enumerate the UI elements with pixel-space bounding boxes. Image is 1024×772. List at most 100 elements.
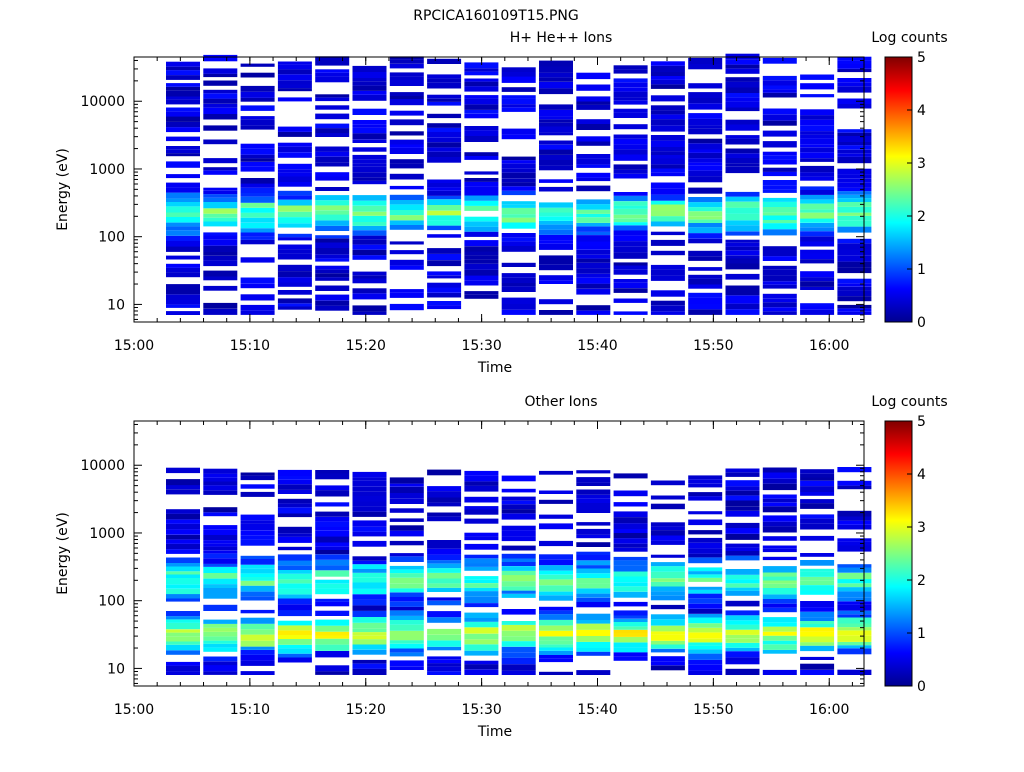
- heatmap-cell: [725, 220, 760, 226]
- heatmap-cell: [277, 498, 312, 504]
- heatmap-cell: [539, 490, 573, 494]
- heatmap-cell: [762, 548, 797, 553]
- heatmap-cell: [389, 144, 424, 148]
- heatmap-cell: [762, 298, 797, 303]
- heatmap-cell: [650, 210, 685, 217]
- heatmap-cell: [613, 582, 648, 587]
- y-tick-label: 1000: [89, 162, 125, 178]
- heatmap-cell: [837, 86, 872, 93]
- heatmap-cell: [166, 146, 200, 150]
- heatmap-cell: [427, 82, 462, 89]
- heatmap-cell: [240, 148, 275, 155]
- heatmap-cell: [800, 212, 835, 219]
- heatmap-cell: [166, 594, 200, 599]
- heatmap-cell: [277, 583, 312, 589]
- heatmap-cell: [688, 143, 723, 150]
- heatmap-cell: [576, 310, 611, 315]
- heatmap-cell: [762, 307, 797, 312]
- heatmap-cell: [501, 530, 536, 537]
- heatmap-cell: [650, 65, 685, 72]
- heatmap-cell: [688, 211, 723, 217]
- heatmap-cell: [837, 311, 872, 315]
- heatmap-cell: [650, 305, 685, 312]
- heatmap-cell: [427, 220, 462, 226]
- heatmap-cell: [576, 124, 611, 130]
- heatmap-cell: [688, 149, 723, 153]
- heatmap-cell: [389, 59, 424, 64]
- heatmap-cell: [166, 650, 200, 655]
- heatmap-cell: [166, 212, 200, 217]
- heatmap-cell: [203, 481, 238, 486]
- heatmap-cell: [464, 156, 499, 160]
- heatmap-cell: [762, 189, 797, 193]
- heatmap-cell: [203, 208, 238, 214]
- heatmap-cell: [203, 578, 238, 584]
- heatmap-cell: [352, 480, 387, 487]
- heatmap-cell: [613, 618, 648, 622]
- heatmap-cell: [501, 590, 536, 594]
- heatmap-cell: [576, 96, 611, 102]
- heatmap-cell: [576, 670, 611, 675]
- heatmap-cell: [613, 529, 648, 533]
- heatmap-cell: [352, 235, 387, 240]
- heatmap-cell: [277, 298, 312, 304]
- heatmap-cell: [762, 472, 797, 479]
- heatmap-cell: [762, 197, 797, 202]
- heatmap-cell: [650, 480, 685, 486]
- heatmap-cell: [762, 302, 797, 308]
- heatmap-cell: [650, 140, 685, 147]
- heatmap-cell: [501, 156, 536, 161]
- heatmap-cell: [650, 661, 685, 666]
- heatmap-cell: [352, 72, 387, 78]
- heatmap-cell: [166, 96, 200, 100]
- heatmap-cell: [315, 133, 350, 137]
- heatmap-cell: [240, 520, 275, 524]
- heatmap-cell: [203, 187, 238, 191]
- heatmap-cell: [166, 549, 200, 554]
- heatmap-cell: [427, 469, 462, 476]
- heatmap-cell: [277, 306, 312, 310]
- heatmap-cell: [725, 543, 760, 548]
- heatmap-cell: [613, 652, 648, 657]
- heatmap-cell: [725, 486, 760, 491]
- heatmap-cell: [800, 499, 835, 504]
- heatmap-cell: [688, 577, 723, 582]
- heatmap-cell: [315, 644, 350, 651]
- heatmap-cell: [576, 268, 611, 274]
- heatmap-cell: [240, 310, 275, 315]
- heatmap-cell: [389, 601, 424, 607]
- heatmap-cell: [464, 98, 499, 105]
- heatmap-cell: [277, 507, 312, 514]
- heatmap-cell: [352, 211, 387, 216]
- heatmap-cell: [539, 614, 573, 620]
- heatmap-cell: [539, 179, 573, 183]
- heatmap-cell: [539, 122, 573, 127]
- heatmap-cell: [762, 502, 797, 507]
- heatmap-cell: [800, 165, 835, 173]
- heatmap-cell: [650, 172, 685, 177]
- heatmap-cell: [315, 210, 350, 215]
- heatmap-cell: [725, 634, 760, 639]
- heatmap-cell: [464, 246, 499, 252]
- heatmap-cell: [203, 167, 238, 171]
- heatmap-cell: [501, 241, 536, 246]
- heatmap-cell: [800, 514, 835, 519]
- heatmap-cell: [166, 563, 200, 567]
- heatmap-cell: [389, 173, 424, 180]
- heatmap-cell: [576, 573, 611, 578]
- heatmap-cell: [837, 614, 872, 618]
- heatmap-cell: [837, 627, 872, 631]
- heatmap-cell: [240, 530, 275, 536]
- heatmap-cell: [725, 510, 760, 517]
- heatmap-cell: [501, 217, 536, 223]
- heatmap-cell: [725, 77, 760, 82]
- heatmap-cell: [352, 166, 387, 173]
- heatmap-cell: [427, 78, 462, 83]
- heatmap-cell: [688, 586, 723, 590]
- heatmap-cell: [613, 225, 648, 231]
- heatmap-cell: [315, 205, 350, 211]
- heatmap-cell: [203, 239, 238, 246]
- heatmap-cell: [501, 204, 536, 208]
- heatmap-cell: [166, 519, 200, 524]
- x-axis-label: Time: [477, 724, 512, 740]
